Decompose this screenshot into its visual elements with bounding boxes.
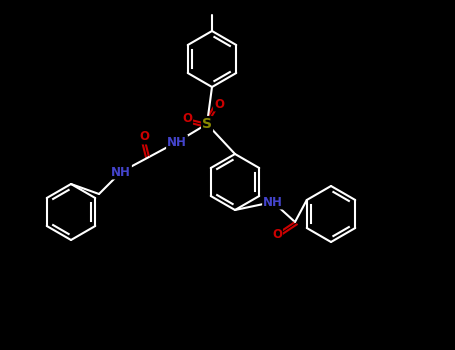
Text: O: O — [214, 98, 224, 111]
Text: NH: NH — [111, 166, 131, 178]
Text: O: O — [182, 112, 192, 126]
Text: S: S — [202, 117, 212, 131]
Text: NH: NH — [167, 135, 187, 148]
Text: NH: NH — [263, 196, 283, 209]
Text: O: O — [139, 131, 149, 144]
Text: O: O — [272, 228, 282, 240]
